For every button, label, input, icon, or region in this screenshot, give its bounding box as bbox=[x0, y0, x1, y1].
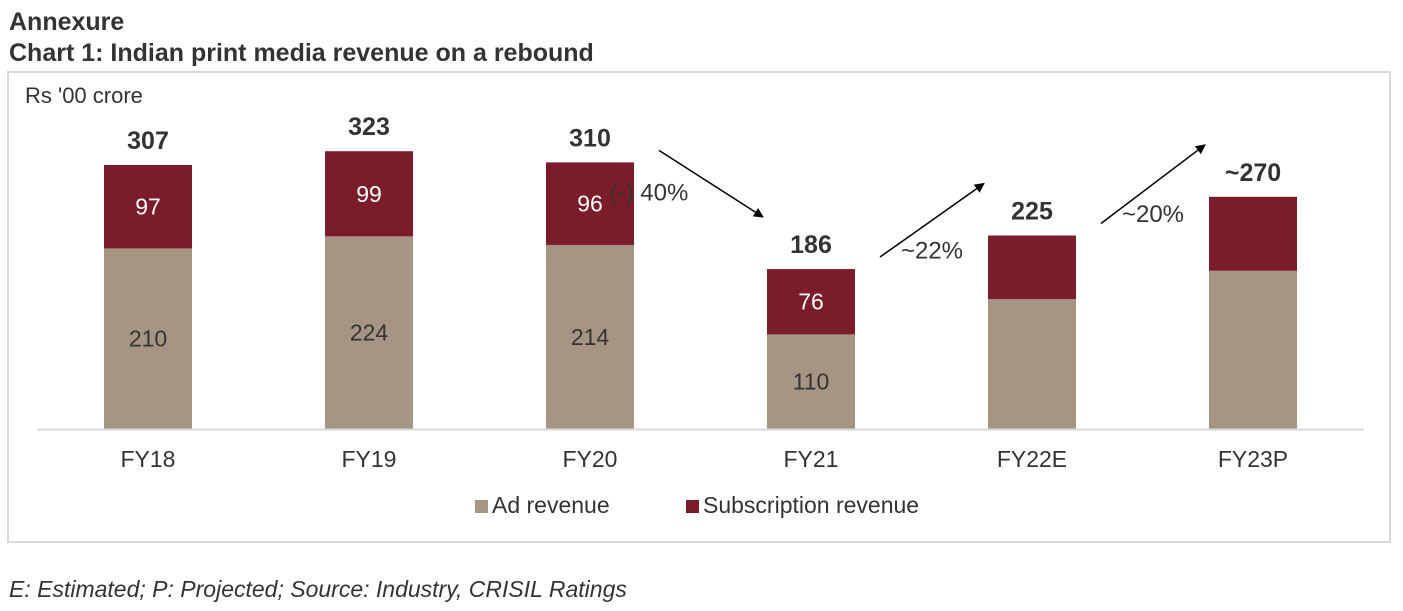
bar-ad-revenue bbox=[767, 334, 855, 429]
bar-subscription-revenue bbox=[546, 162, 634, 245]
total-label: 310 bbox=[569, 124, 611, 152]
chart-frame: Rs '00 crore 210 97 307 FY18 224 99 323 FY19 214 9… bbox=[7, 71, 1391, 543]
source-footnote: E: Estimated; P: Projected; Source: Indu… bbox=[9, 576, 627, 602]
legend-swatch-subscription bbox=[686, 500, 699, 513]
data-label-subscription: 76 bbox=[798, 289, 824, 315]
stacked-bar-chart: Rs '00 crore 210 97 307 FY18 224 99 323 FY19 214 9… bbox=[25, 83, 1364, 518]
bar-subscription-revenue bbox=[325, 151, 413, 237]
data-label-subscription: 99 bbox=[356, 181, 382, 207]
x-tick-label: FY18 bbox=[121, 446, 176, 472]
data-label-subscription: 97 bbox=[135, 194, 161, 220]
data-label-ad: 110 bbox=[793, 369, 830, 395]
data-label-ad: 224 bbox=[350, 320, 389, 346]
x-tick-label: FY22E bbox=[997, 446, 1067, 472]
growth-label: ~20% bbox=[1122, 201, 1184, 228]
bar-ad-revenue bbox=[1209, 270, 1297, 429]
legend-swatch-ad bbox=[475, 500, 488, 513]
x-tick-label: FY20 bbox=[563, 446, 618, 472]
bar-ad-revenue bbox=[104, 248, 192, 429]
bar-ad-revenue bbox=[325, 236, 413, 429]
chart-title: Chart 1: Indian print media revenue on a… bbox=[9, 39, 594, 67]
growth-label: (-) 40% bbox=[610, 180, 689, 207]
data-label-subscription: 96 bbox=[577, 191, 603, 217]
data-label-ad: 214 bbox=[571, 324, 610, 350]
growth-label: ~22% bbox=[901, 237, 963, 264]
bar-subscription-revenue bbox=[988, 235, 1076, 300]
legend-label-ad: Ad revenue bbox=[492, 492, 610, 518]
legend-label-subscription: Subscription revenue bbox=[703, 492, 919, 518]
bar-subscription-revenue bbox=[767, 269, 855, 335]
bar-ad-revenue bbox=[546, 244, 634, 429]
total-label: 225 bbox=[1011, 198, 1053, 226]
total-label: 323 bbox=[348, 113, 390, 141]
total-label: ~270 bbox=[1225, 159, 1281, 187]
x-tick-label: FY23P bbox=[1218, 446, 1288, 472]
section-heading: Annexure bbox=[9, 8, 125, 36]
total-label: 307 bbox=[127, 127, 169, 155]
bar-subscription-revenue bbox=[104, 164, 192, 249]
total-label: 186 bbox=[790, 231, 832, 259]
x-tick-label: FY19 bbox=[342, 446, 397, 472]
growth-arrow bbox=[879, 182, 985, 258]
unit-label: Rs '00 crore bbox=[25, 83, 143, 108]
bar-ad-revenue bbox=[988, 299, 1076, 429]
growth-arrow bbox=[1100, 144, 1206, 225]
growth-arrow bbox=[658, 149, 764, 218]
x-tick-label: FY21 bbox=[784, 446, 839, 472]
data-label-ad: 210 bbox=[129, 326, 167, 352]
bar-subscription-revenue bbox=[1209, 196, 1297, 271]
